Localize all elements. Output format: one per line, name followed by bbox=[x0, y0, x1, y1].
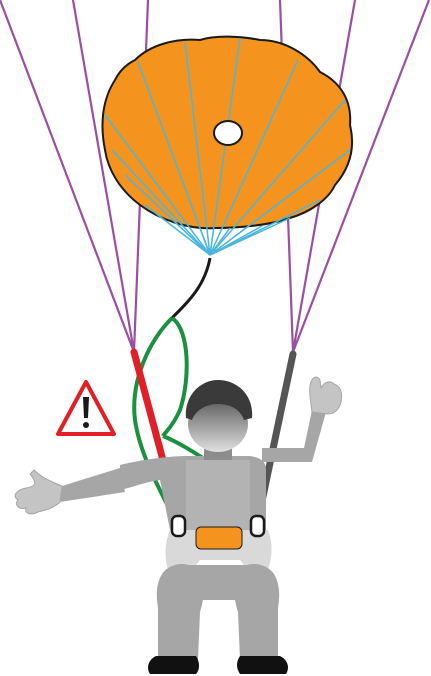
pilot-right-hand bbox=[309, 376, 343, 415]
canopy-seams bbox=[104, 37, 351, 256]
canopy-apex-hole bbox=[213, 120, 243, 146]
pilot-left-boot bbox=[148, 656, 199, 674]
carabiner-icon bbox=[170, 514, 266, 538]
exclamation-mark bbox=[83, 397, 89, 418]
pilot-right-arm bbox=[262, 410, 326, 462]
right-carabiner bbox=[249, 514, 266, 538]
pilot-right-boot bbox=[237, 656, 288, 674]
line-left-2 bbox=[71, 0, 136, 353]
reserve-container bbox=[195, 526, 243, 550]
left-carabiner bbox=[170, 514, 187, 538]
line-right-3 bbox=[291, 0, 431, 353]
reserve-bridle bbox=[170, 257, 212, 320]
pilot-helmet bbox=[185, 380, 253, 420]
warning-triangle-icon bbox=[56, 380, 116, 436]
pilot-face bbox=[188, 396, 248, 452]
pilot-left-arm bbox=[60, 468, 125, 502]
pilot-left-hand bbox=[14, 469, 63, 515]
exclamation-dot bbox=[83, 422, 89, 428]
pilot-lap bbox=[190, 565, 246, 600]
harness-seat bbox=[165, 530, 272, 575]
reserve-canopy-icon bbox=[101, 35, 354, 256]
line-left-1 bbox=[0, 0, 136, 353]
pilot-icon bbox=[14, 376, 343, 674]
